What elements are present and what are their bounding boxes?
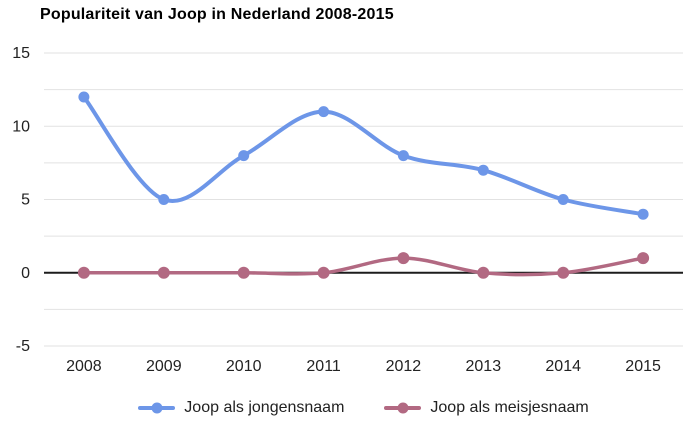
data-point (77, 266, 90, 279)
x-axis-tick: 2012 (386, 358, 422, 375)
y-axis-tick: 5 (21, 192, 30, 209)
x-axis-tick: 2013 (466, 358, 502, 375)
data-point (397, 252, 410, 265)
y-axis-tick: 10 (12, 119, 30, 136)
chart-title: Populariteit van Joop in Nederland 2008-… (40, 6, 394, 23)
data-point (637, 252, 650, 265)
legend-label: Joop als meisjesnaam (430, 399, 589, 416)
legend-line-marker (384, 402, 422, 414)
x-axis-tick: 2015 (625, 358, 661, 375)
x-axis-tick: 2009 (146, 358, 182, 375)
data-point (158, 194, 170, 205)
x-axis-tick: 2008 (66, 358, 102, 375)
legend-dot-icon (397, 402, 409, 414)
line-chart-plot-area: 15 10 5 0 -5 2008 2009 2010 2011 2012 2013 2014 2015 (12, 45, 683, 375)
y-axis-tick: -5 (16, 338, 30, 355)
data-point (238, 150, 250, 162)
data-point (157, 266, 170, 279)
legend-item-meisjesnaam: Joop als meisjesnaam (384, 399, 589, 417)
y-axis-tick: 15 (12, 45, 30, 62)
legend-dot-icon (151, 402, 163, 414)
x-axis-tick: 2010 (226, 358, 262, 375)
y-axis-tick: 0 (21, 265, 30, 282)
chart-legend: Joop als jongensnaam Joop als meisjesnaa… (44, 397, 683, 419)
data-point (477, 164, 489, 176)
data-point (397, 150, 409, 162)
x-axis-tick: 2014 (545, 358, 581, 375)
data-point (317, 266, 330, 279)
legend-label: Joop als jongensnaam (184, 399, 345, 416)
data-point (557, 194, 569, 205)
data-point (318, 106, 330, 118)
data-point (637, 208, 649, 220)
legend-line-marker (138, 402, 176, 414)
data-point (78, 91, 90, 103)
data-point (557, 266, 570, 279)
data-point (237, 266, 250, 279)
legend-item-jongensnaam: Joop als jongensnaam (138, 399, 344, 417)
x-axis-tick: 2011 (306, 358, 341, 375)
data-point (477, 266, 490, 279)
